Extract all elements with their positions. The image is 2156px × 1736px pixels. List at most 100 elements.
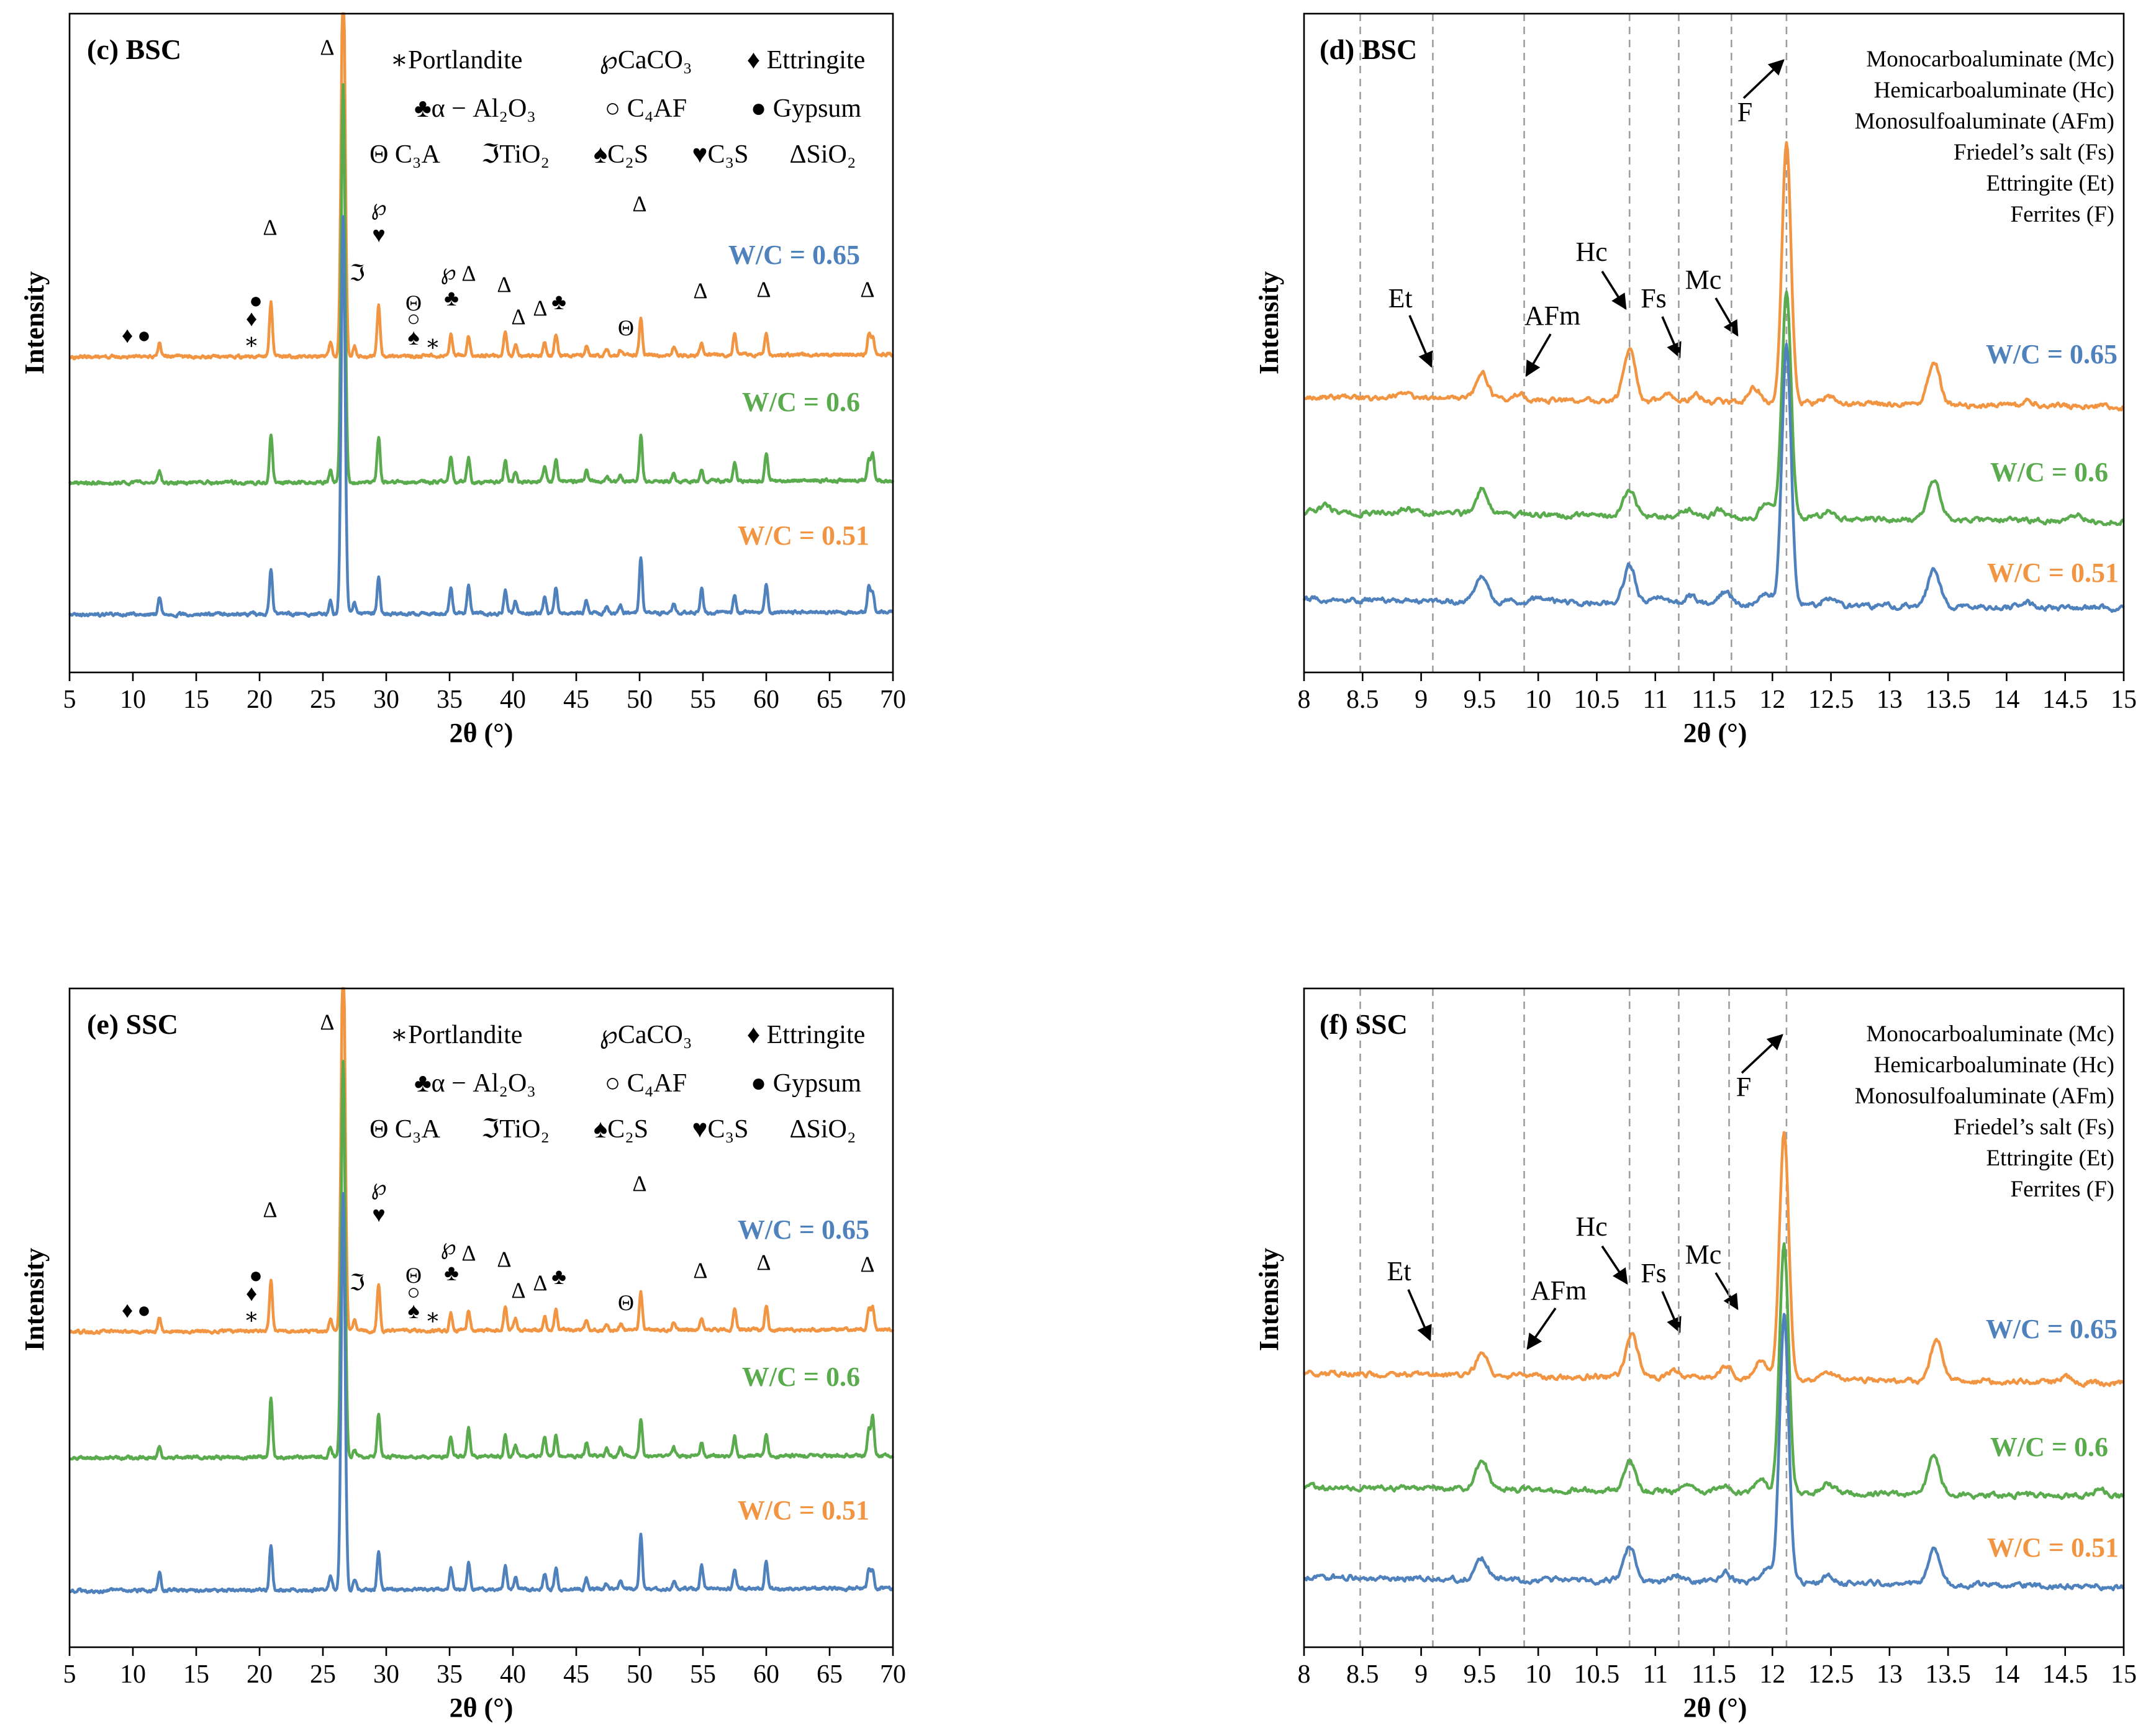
marker-e-c3a-32: Θ bbox=[405, 1263, 422, 1288]
x-tick-label-d-10: 13 bbox=[1877, 685, 1903, 714]
x-tick-label-c-4: 25 bbox=[310, 685, 336, 714]
legend-c-c3s: ♥C₃S bbox=[692, 140, 749, 169]
series-line-e-wc-06 bbox=[68, 1059, 894, 1462]
x-tick-label-f-12: 14 bbox=[1993, 1660, 2019, 1689]
legend-f-f: Ferrites (F) bbox=[2011, 1177, 2115, 1202]
marker-c-c3a-32: Θ bbox=[405, 291, 422, 315]
xlabel-f: 2θ (°) bbox=[1683, 1693, 1747, 1723]
series-label-f-051: W/C = 0.51 bbox=[1987, 1532, 2119, 1563]
x-tick-label-d-3: 9.5 bbox=[1464, 685, 1497, 714]
marker-c-sio2-68: Δ bbox=[860, 277, 874, 302]
marker-e-sio2-55: Δ bbox=[693, 1258, 707, 1283]
arrow-d-f bbox=[1742, 59, 1785, 99]
x-tick-label-f-14: 15 bbox=[2111, 1660, 2137, 1689]
annot-f-hc: Hc bbox=[1575, 1211, 1607, 1242]
marker-c-caco3-35: ℘ bbox=[440, 260, 456, 284]
arrow-d-mc bbox=[1714, 297, 1739, 337]
series-label-c-06: W/C = 0.6 bbox=[742, 387, 860, 417]
marker-c-tio2-27: ℑ bbox=[349, 261, 365, 286]
annot-f-et: Et bbox=[1387, 1256, 1411, 1286]
x-tick-label-c-8: 45 bbox=[563, 685, 589, 714]
x-tick-label-f-1: 8.5 bbox=[1346, 1660, 1379, 1689]
x-tick-label-e-10: 55 bbox=[690, 1660, 716, 1689]
panel-c: Intensity 2θ (°) (c) BSC ∗Portlandite ℘C… bbox=[19, 34, 875, 748]
legend-c-portlandite: ∗Portlandite bbox=[391, 46, 523, 75]
marker-c-sio2-26: Δ bbox=[320, 35, 334, 60]
x-tick-label-f-7: 11.5 bbox=[1692, 1660, 1736, 1689]
legend-c-gypsum: ● Gypsum bbox=[751, 94, 862, 123]
legend-d-f: Ferrites (F) bbox=[2011, 202, 2115, 227]
annot-d-mc: Mc bbox=[1685, 264, 1722, 295]
x-tick-label-d-8: 12 bbox=[1759, 685, 1785, 714]
arrow-f-f bbox=[1741, 1034, 1783, 1074]
marker-c-sio2-60: Δ bbox=[756, 277, 771, 302]
annot-d-hc: Hc bbox=[1575, 237, 1607, 267]
marker-e-sio2-36: Δ bbox=[461, 1241, 476, 1265]
x-tick-label-c-6: 35 bbox=[437, 685, 463, 714]
arrow-f-afm bbox=[1526, 1307, 1557, 1350]
marker-c-sio2-36: Δ bbox=[461, 261, 476, 286]
series-line-c-wc-051 bbox=[68, 12, 894, 361]
legend-d-afm: Monosulfoaluminate (AFm) bbox=[1855, 109, 2114, 134]
legend-e-c3a: Θ C₃A bbox=[369, 1115, 440, 1144]
x-tick-label-f-10: 13 bbox=[1877, 1660, 1903, 1689]
chart-e: 5 10 15 20 25 30 35 40 45 50 55 60 65 70 bbox=[63, 987, 906, 1689]
legend-c-sio2: ΔSiO₂ bbox=[789, 140, 856, 169]
ylabel-d: Intensity bbox=[1254, 271, 1284, 374]
x-tick-label-f-9: 12.5 bbox=[1808, 1660, 1854, 1689]
series-label-e-06: W/C = 0.6 bbox=[742, 1362, 860, 1392]
legend-e-c4af: ○ C₄AF bbox=[605, 1069, 687, 1098]
x-tick-label-d-5: 10.5 bbox=[1574, 685, 1620, 714]
marker-e-sio2-26: Δ bbox=[320, 1010, 334, 1034]
legend-f: Monocarboaluminate (Mc) Hemicarboalumina… bbox=[1855, 1021, 2114, 1202]
marker-c-portlandite-20: ∗ bbox=[244, 329, 259, 354]
marker-c-caco3-29: ℘ bbox=[371, 195, 386, 220]
marker-e-alumina-43: ♣ bbox=[551, 1264, 566, 1289]
annotations-d: Et AFm Hc Fs Mc F bbox=[1388, 59, 1785, 377]
annotations-f: Et AFm Hc Fs Mc F bbox=[1387, 1034, 1783, 1350]
xlabel-e: 2θ (°) bbox=[450, 1693, 514, 1723]
x-tick-label-c-0: 5 bbox=[63, 685, 76, 714]
x-tick-label-c-5: 30 bbox=[373, 685, 399, 714]
x-tick-label-d-11: 13.5 bbox=[1925, 685, 1971, 714]
annot-d-afm: AFm bbox=[1524, 301, 1580, 331]
series-label-c-065: W/C = 0.65 bbox=[728, 240, 860, 270]
marker-c-sio2-55: Δ bbox=[693, 278, 707, 303]
x-tick-label-d-1: 8.5 bbox=[1346, 685, 1379, 714]
x-tick-label-e-12: 65 bbox=[817, 1660, 843, 1689]
series-label-e-065: W/C = 0.65 bbox=[738, 1214, 869, 1245]
marker-c-gypsum-11: ● bbox=[137, 323, 151, 348]
legend-e-c3s: ♥C₃S bbox=[692, 1115, 749, 1144]
panel-f: Intensity 2θ (°) (f) SSC Monocarboalumin… bbox=[1254, 1008, 2119, 1723]
legend-d-fs: Friedel’s salt (Fs) bbox=[1954, 140, 2114, 165]
marker-e-sio2-50: Δ bbox=[632, 1171, 646, 1196]
legend-c-c4af: ○ C₄AF bbox=[605, 94, 687, 123]
x-tick-label-f-3: 9.5 bbox=[1464, 1660, 1497, 1689]
legend-e: ∗Portlandite ℘CaCO₃ ♦ Ettringite ♣α − Al… bbox=[369, 1021, 865, 1144]
x-tick-label-f-2: 9 bbox=[1415, 1660, 1428, 1689]
marker-e-portlandite-34: ∗ bbox=[425, 1304, 440, 1329]
x-tick-label-d-12: 14 bbox=[1993, 685, 2019, 714]
x-tick-label-e-8: 45 bbox=[563, 1660, 589, 1689]
series-label-e-051: W/C = 0.51 bbox=[738, 1495, 869, 1526]
x-tick-label-c-3: 20 bbox=[247, 685, 273, 714]
panel-d: Intensity 2θ (°) (d) BSC Monocarboalumin… bbox=[1254, 34, 2119, 748]
marker-c-portlandite-34: ∗ bbox=[425, 331, 440, 356]
series-line-f-wc-065 bbox=[1303, 1313, 2125, 1591]
plot-frame-e bbox=[68, 987, 894, 1648]
x-tick-label-e-0: 5 bbox=[63, 1660, 76, 1689]
series-label-d-051: W/C = 0.51 bbox=[1987, 558, 2119, 588]
annot-f-afm: AFm bbox=[1531, 1275, 1587, 1306]
marker-e-sio2-68: Δ bbox=[860, 1252, 874, 1277]
marker-e-c3s-29: ♥ bbox=[372, 1202, 385, 1227]
ylabel-c: Intensity bbox=[19, 271, 50, 374]
xlabel-c: 2θ (°) bbox=[450, 718, 514, 748]
x-tick-label-e-9: 50 bbox=[627, 1660, 653, 1689]
x-tick-label-f-11: 13.5 bbox=[1925, 1660, 1971, 1689]
legend-c-tio2: ℑTiO₂ bbox=[481, 140, 550, 169]
plot-frame-c bbox=[68, 12, 894, 674]
marker-e-sio2-60: Δ bbox=[756, 1250, 771, 1275]
panel-title-d: (d) BSC bbox=[1320, 34, 1417, 65]
series-label-f-06: W/C = 0.6 bbox=[1990, 1432, 2108, 1462]
marker-e-sio2-39: Δ bbox=[497, 1247, 511, 1272]
